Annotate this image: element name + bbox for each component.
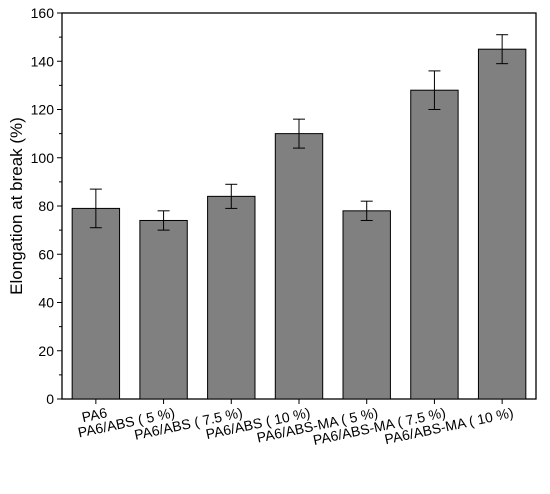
error-bar [496, 34, 509, 65]
error-bar [360, 200, 373, 221]
bars [71, 48, 527, 400]
bar [410, 89, 459, 400]
bar [207, 195, 256, 400]
y-tick-label: 80 [38, 198, 54, 214]
error-bar [225, 183, 238, 209]
y-tick-label: 120 [31, 102, 55, 118]
bar [139, 219, 188, 400]
y-axis-ticks: 0 20 40 60 80 100 120 140 160 [31, 5, 62, 407]
error-bar [89, 188, 102, 229]
error-bars [89, 34, 509, 231]
y-tick-label: 0 [46, 391, 54, 407]
y-tick-label: 20 [38, 343, 54, 359]
y-tick-label: 160 [31, 5, 55, 21]
bar [274, 133, 324, 400]
bar [477, 48, 527, 400]
y-tick-label: 140 [31, 53, 55, 69]
y-tick-label: 60 [38, 246, 54, 262]
y-axis-title: Elongation at break (%) [7, 117, 26, 295]
error-bar [428, 70, 441, 110]
bar [71, 207, 121, 400]
bar [342, 210, 391, 400]
error-bar [293, 118, 305, 149]
error-bar [157, 210, 170, 231]
y-tick-label: 100 [31, 150, 55, 166]
y-tick-label: 40 [38, 295, 54, 311]
x-tick-label: PA6 [80, 404, 108, 425]
